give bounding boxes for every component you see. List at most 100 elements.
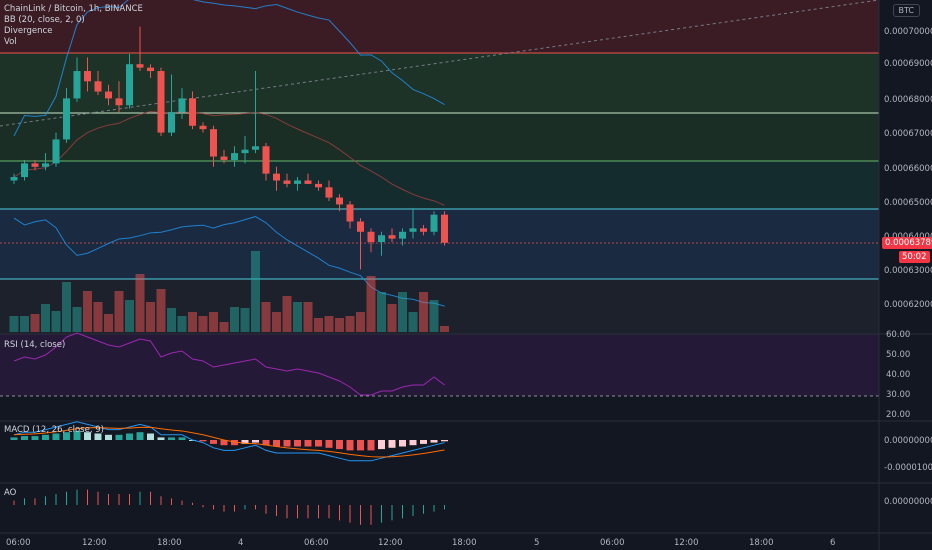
macd-bar — [430, 440, 438, 443]
macd-bar — [357, 440, 364, 451]
candle-body — [105, 91, 112, 99]
volume-bar — [440, 326, 449, 332]
currency-badge[interactable]: BTC — [892, 4, 920, 17]
macd-bar — [10, 437, 18, 440]
candles[interactable] — [10, 26, 449, 270]
volume-bar — [408, 312, 418, 332]
price-tick: 0.00067000 — [884, 129, 932, 139]
macd-bar — [115, 434, 123, 440]
current-price-badge: 0.00063789 — [882, 237, 932, 249]
macd-bar — [231, 440, 238, 446]
candle-body — [199, 125, 207, 130]
volume-bar — [398, 292, 407, 332]
candle-body — [220, 156, 228, 160]
volume-bar — [83, 291, 92, 332]
candle-body — [409, 228, 417, 232]
candle-body — [273, 173, 280, 181]
volume-bar — [9, 316, 19, 332]
macd-bar — [399, 440, 406, 447]
macd-bar — [73, 430, 81, 440]
candle-body — [367, 231, 375, 243]
time-tick: 12:00 — [82, 538, 107, 548]
volume-bars — [9, 251, 449, 332]
rsi-label[interactable]: RSI (14, close) — [4, 340, 66, 350]
time-tick: 06:00 — [304, 538, 329, 548]
volume-bar — [72, 307, 82, 332]
volume-bar — [198, 316, 208, 332]
time-axis[interactable]: 06:00 12:00 18:00 4 06:00 12:00 18:00 5 … — [6, 538, 835, 548]
legend-main: ChainLink / Bitcoin, 1h, BINANCE BB (20,… — [4, 4, 143, 48]
candle-body — [388, 235, 396, 239]
time-tick: 12:00 — [378, 538, 403, 548]
rsi-path — [13, 332, 445, 396]
rsi-tick: 20.00 — [886, 410, 910, 420]
volume-bar — [377, 292, 386, 332]
volume-bar — [30, 314, 40, 332]
ao-scale[interactable]: 0.00000000 — [884, 497, 932, 507]
indicator-divergence[interactable]: Divergence — [4, 26, 53, 36]
candle-body — [441, 214, 448, 243]
price-scale[interactable]: 0.00070000 0.00069000 0.00068000 0.00067… — [884, 27, 932, 310]
volume-bar — [93, 302, 103, 332]
macd-bar — [21, 436, 28, 440]
macd-bar — [199, 440, 207, 442]
candle-body — [52, 139, 60, 164]
candle-body — [31, 163, 39, 167]
macd-bar — [252, 440, 259, 443]
time-tick: 18:00 — [749, 538, 774, 548]
volume-bar — [261, 302, 271, 332]
volume-bar — [20, 316, 29, 332]
macd-bar — [304, 440, 312, 447]
zone-green-1 — [0, 53, 879, 113]
candle-body — [178, 98, 186, 113]
macd-histogram — [10, 421, 448, 462]
indicator-bb[interactable]: BB (20, close, 2, 0) — [4, 15, 85, 25]
macd-line — [13, 421, 445, 462]
candle-body — [252, 146, 259, 150]
price-tick: 0.00069000 — [884, 59, 932, 69]
macd-bar — [210, 440, 217, 444]
volume-bar — [387, 304, 397, 332]
candle-body — [84, 71, 91, 82]
zone-red-top — [0, 0, 879, 53]
candle-body — [262, 146, 270, 174]
symbol-title[interactable]: ChainLink / Bitcoin, 1h, BINANCE — [4, 4, 143, 14]
price-tick: 0.00066000 — [884, 164, 932, 174]
macd-signal — [13, 426, 445, 458]
macd-bar — [420, 440, 427, 444]
macd-bar — [262, 440, 270, 446]
time-tick: 5 — [534, 538, 539, 548]
macd-label[interactable]: MACD (12, 26, close, 9) — [4, 425, 104, 435]
volume-bar — [429, 300, 439, 332]
trend-line[interactable] — [0, 0, 880, 127]
volume-bar — [366, 276, 376, 332]
macd-bar — [157, 437, 165, 440]
candle-body — [430, 214, 438, 232]
zone-green-2 — [0, 113, 879, 161]
macd-bar — [136, 432, 144, 440]
volume-bar — [293, 302, 302, 332]
rsi-scale[interactable]: 60.00 50.00 40.00 30.00 20.00 — [886, 330, 910, 420]
indicator-volume[interactable]: Vol — [4, 37, 17, 47]
volume-bar — [177, 316, 187, 332]
bb-upper — [13, 0, 445, 137]
macd-bar — [441, 440, 448, 442]
volume-bar — [41, 304, 50, 332]
ao-histogram — [13, 489, 445, 525]
volume-bar — [419, 292, 428, 332]
candle-body — [357, 221, 364, 232]
macd-bar — [315, 440, 322, 447]
volume-bar — [240, 308, 250, 332]
candle-body — [325, 187, 333, 198]
candle-body — [157, 71, 165, 133]
ao-label[interactable]: AO — [4, 488, 17, 498]
macd-tick: 0.00000000 — [884, 436, 932, 446]
macd-bar — [84, 432, 91, 440]
candle-body — [63, 98, 70, 140]
candle-body — [315, 183, 322, 188]
candle-body — [231, 153, 238, 160]
macd-bar — [94, 433, 102, 440]
macd-bar — [241, 440, 249, 444]
